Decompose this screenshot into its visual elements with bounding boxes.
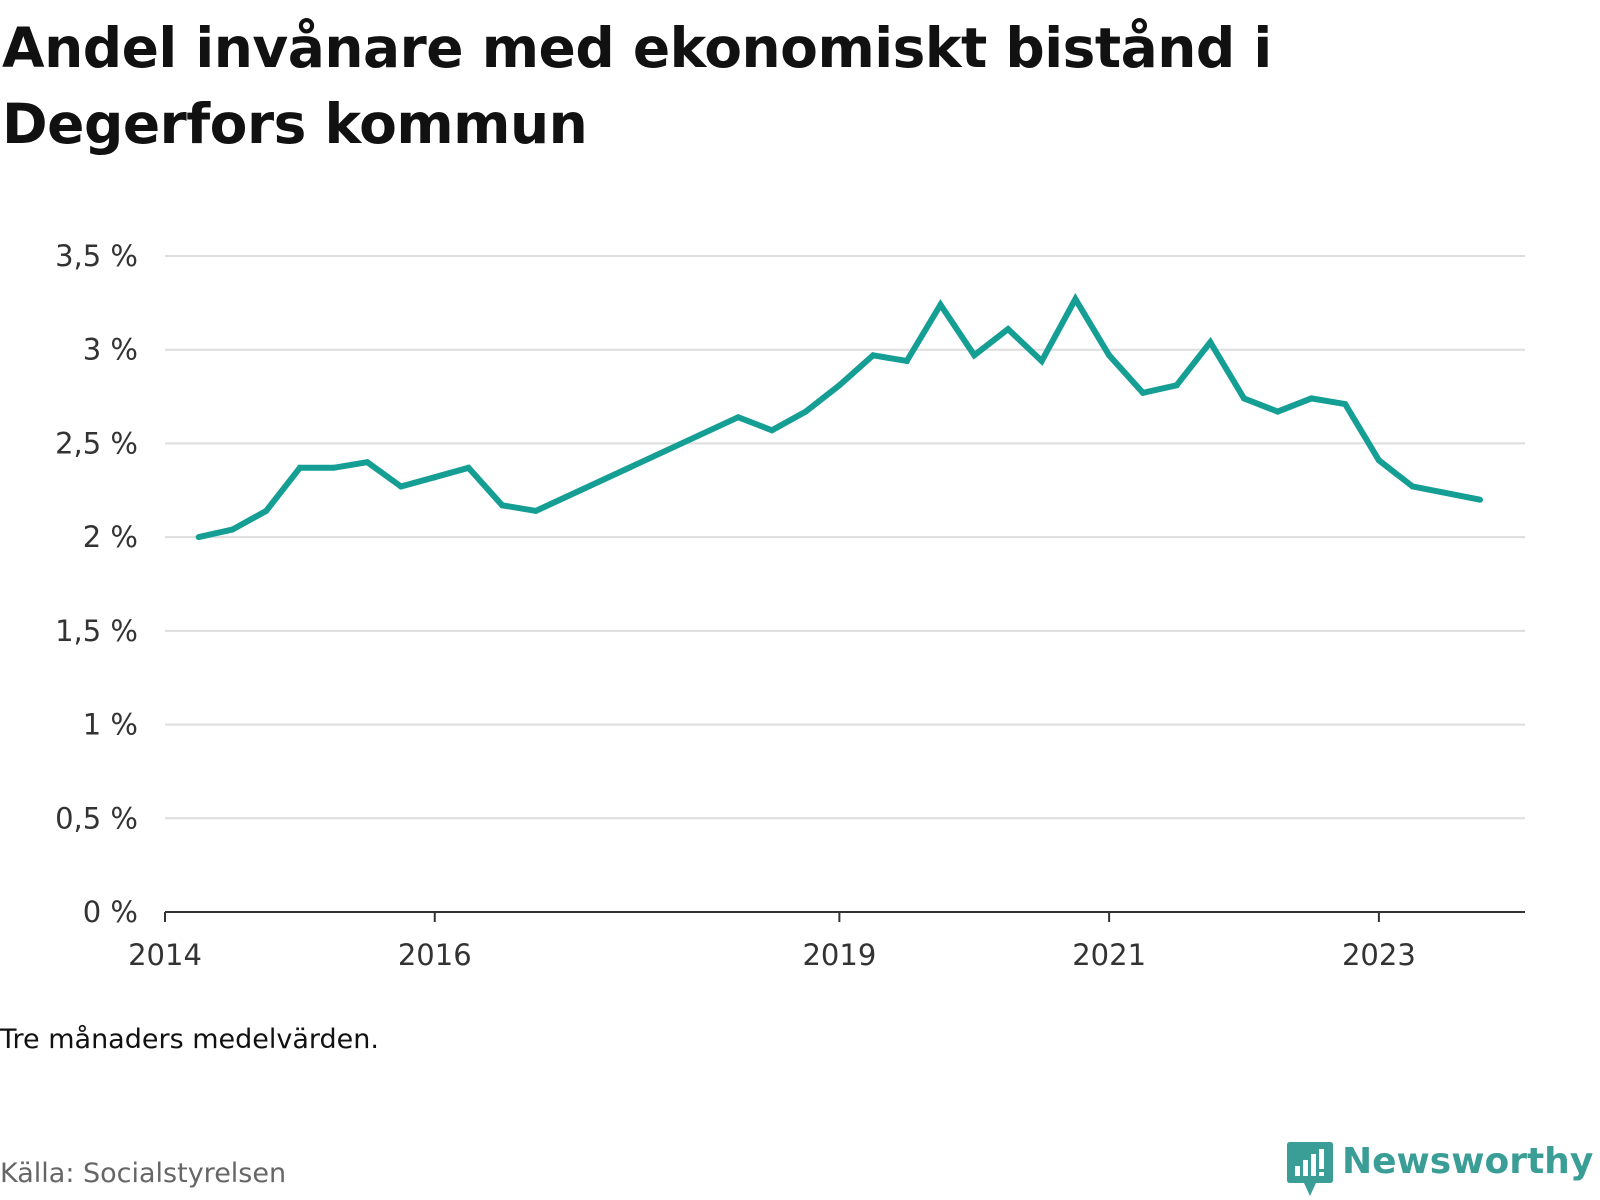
newsworthy-logo-icon xyxy=(1287,1142,1333,1196)
data-point xyxy=(1477,496,1483,503)
series-layer xyxy=(195,293,1483,541)
data-point xyxy=(532,507,539,514)
data-point xyxy=(465,464,472,471)
source-label: Källa: Socialstyrelsen xyxy=(0,1158,287,1189)
data-point xyxy=(330,464,337,471)
chart-note: Tre månaders medelvärden. xyxy=(0,1024,379,1055)
data-point xyxy=(1072,296,1079,303)
data-point xyxy=(1375,457,1382,464)
y-tick-label: 3 % xyxy=(83,333,138,367)
data-point xyxy=(1342,401,1349,408)
data-point xyxy=(735,414,742,421)
x-tick-label: 2021 xyxy=(1072,938,1146,972)
data-point xyxy=(229,526,236,533)
data-point xyxy=(870,352,877,359)
x-tick-label: 2019 xyxy=(802,938,876,972)
data-point xyxy=(1241,395,1247,402)
data-point xyxy=(195,534,202,541)
y-tick-label: 3,5 % xyxy=(55,239,138,273)
data-point xyxy=(903,358,910,364)
data-point xyxy=(1038,358,1045,364)
y-tick-label: 1,5 % xyxy=(55,614,138,648)
y-axis-ticks: 0 % 0,5 % 1 % 1,5 % 2 % 2,5 % 3 % 3,5 % xyxy=(55,239,138,929)
y-tick-label: 0 % xyxy=(83,895,138,929)
brand-logo: Newsworthy xyxy=(1286,1140,1593,1200)
line-chart: 0 %0,5 %1 %1,5 %2 %2,5 %3 %3,5 % 2014 201… xyxy=(55,239,1525,972)
data-point xyxy=(499,502,506,509)
data-point xyxy=(1308,395,1315,402)
data-point xyxy=(1139,389,1146,396)
data-point xyxy=(802,408,809,415)
data-point xyxy=(937,301,944,308)
data-point xyxy=(1005,326,1011,333)
data-point xyxy=(431,474,438,481)
series-line xyxy=(198,293,1481,541)
y-tick-label: 0,5 % xyxy=(55,801,138,835)
y-tick-label: 1 % xyxy=(83,708,138,742)
brand-name: Newsworthy xyxy=(1342,1141,1594,1182)
y-tick-label: 2 % xyxy=(83,520,138,554)
x-tick-label: 2014 xyxy=(128,938,202,972)
data-point xyxy=(836,382,843,389)
data-point xyxy=(1207,339,1214,346)
data-point xyxy=(1106,352,1113,359)
gridlines xyxy=(165,255,1525,820)
x-axis: 2014 2016 2019 2021 2023 xyxy=(128,911,1525,972)
y-tick-label: 2,5 % xyxy=(55,426,138,460)
x-tick-label: 2016 xyxy=(398,938,472,972)
data-point xyxy=(263,507,270,514)
data-point xyxy=(398,483,404,490)
x-tick-label: 2023 xyxy=(1342,938,1416,972)
data-point xyxy=(768,427,775,434)
data-point xyxy=(296,464,303,471)
data-point xyxy=(1173,382,1180,389)
chart-title: Andel invånare med ekonomiskt bistånd i … xyxy=(2,16,1272,156)
data-point xyxy=(971,352,978,359)
data-point xyxy=(364,459,371,466)
data-point xyxy=(1274,408,1281,415)
data-point xyxy=(1409,483,1416,490)
